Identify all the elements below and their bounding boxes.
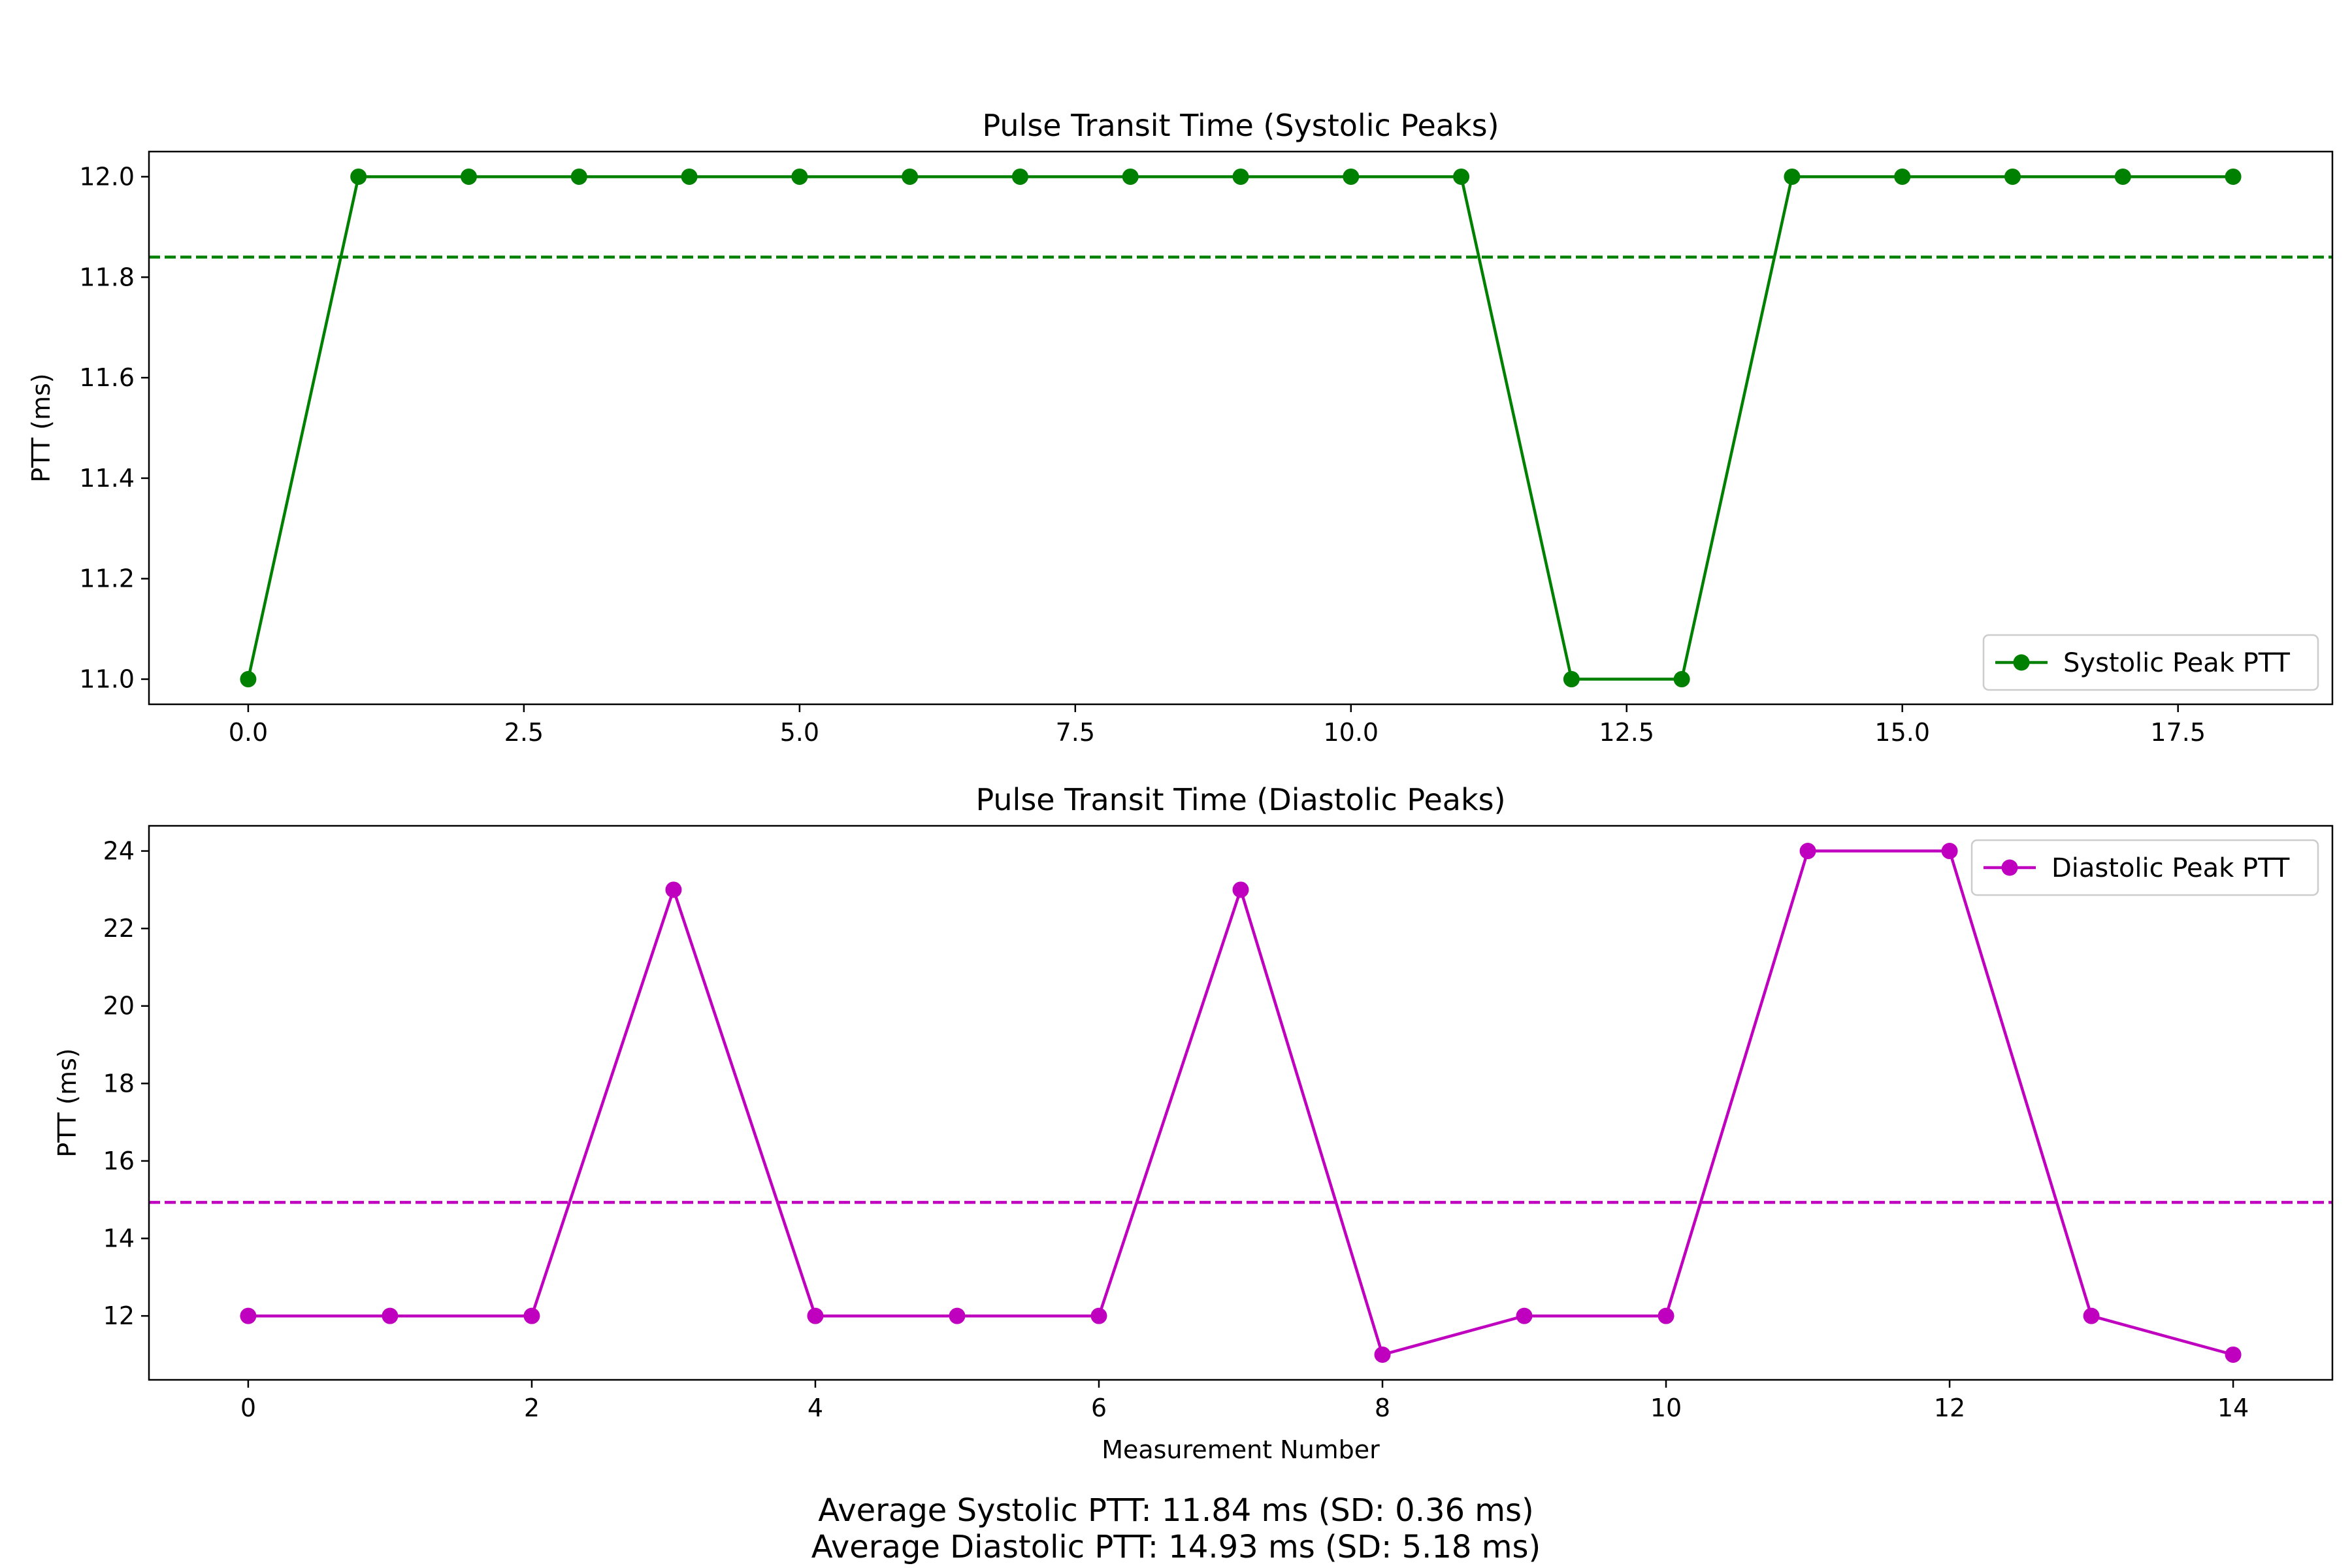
diastolic-x-tick-label: 0 <box>240 1394 256 1422</box>
diastolic-data-point <box>1941 843 1958 860</box>
diastolic-x-tick-label: 8 <box>1375 1394 1390 1422</box>
diastolic-data-point <box>382 1307 399 1324</box>
diastolic-x-tick-label: 14 <box>2217 1394 2249 1422</box>
systolic-x-tick-label: 10.0 <box>1323 718 1379 747</box>
systolic-data-point <box>681 168 698 185</box>
systolic-y-axis-label: PTT (ms) <box>27 373 56 482</box>
systolic-data-point <box>791 168 808 185</box>
diastolic-data-point <box>1516 1307 1533 1324</box>
diastolic-plot-frame <box>148 825 2334 1381</box>
systolic-y-tick-label: 11.4 <box>79 464 135 493</box>
systolic-data-point <box>1784 168 1801 185</box>
diastolic-x-tick-label: 4 <box>808 1394 823 1422</box>
diastolic-data-point <box>949 1307 966 1324</box>
systolic-data-point <box>1011 168 1028 185</box>
diastolic-data-point <box>1658 1307 1674 1324</box>
diastolic-data-point <box>807 1307 824 1324</box>
diastolic-data-point <box>1232 881 1249 898</box>
diastolic-y-tick-label: 20 <box>103 992 135 1021</box>
diastolic-x-tick-label: 12 <box>1934 1394 1965 1422</box>
systolic-plot-frame <box>148 150 2334 706</box>
systolic-y-tick-label: 11.0 <box>79 665 135 694</box>
diastolic-y-tick-label: 12 <box>103 1301 135 1330</box>
diastolic-y-axis-label: PTT (ms) <box>53 1048 82 1157</box>
diastolic-data-point <box>1799 843 1816 860</box>
diastolic-legend-marker <box>2001 859 2018 876</box>
systolic-data-point <box>240 671 257 688</box>
systolic-legend-label: Systolic Peak PTT <box>2063 648 2291 678</box>
diastolic-y-tick-label: 18 <box>103 1069 135 1098</box>
systolic-data-point <box>1122 168 1139 185</box>
systolic-x-tick-label: 0.0 <box>229 718 268 747</box>
systolic-legend-box <box>1982 634 2319 691</box>
systolic-data-point <box>2225 168 2242 185</box>
systolic-data-point <box>2114 168 2131 185</box>
diastolic-data-point <box>1374 1346 1391 1363</box>
diastolic-data-point <box>1090 1307 1107 1324</box>
systolic-y-tick-label: 11.8 <box>79 263 135 291</box>
diastolic-x-axis-label: Measurement Number <box>1102 1435 1380 1464</box>
systolic-data-point <box>1453 168 1470 185</box>
systolic-x-tick-label: 5.0 <box>780 718 819 747</box>
systolic-x-tick-label: 17.5 <box>2150 718 2206 747</box>
diastolic-data-point <box>2083 1307 2100 1324</box>
diastolic-legend-box <box>1970 839 2319 896</box>
diastolic-data-point <box>240 1307 257 1324</box>
systolic-data-point <box>1894 168 1911 185</box>
systolic-data-point <box>2004 168 2021 185</box>
systolic-x-tick-label: 2.5 <box>504 718 544 747</box>
systolic-data-point <box>350 168 367 185</box>
diastolic-data-point <box>2225 1346 2242 1363</box>
diastolic-y-tick-label: 22 <box>103 914 135 943</box>
systolic-x-tick-label: 7.5 <box>1056 718 1095 747</box>
diastolic-y-tick-label: 14 <box>103 1224 135 1253</box>
diastolic-legend-label: Diastolic Peak PTT <box>2051 853 2290 883</box>
systolic-y-tick-label: 12.0 <box>79 162 135 191</box>
systolic-data-point <box>570 168 587 185</box>
diastolic-x-tick-label: 10 <box>1650 1394 1682 1422</box>
systolic-y-tick-label: 11.6 <box>79 363 135 392</box>
diastolic-y-tick-label: 16 <box>103 1147 135 1175</box>
diastolic-x-tick-label: 6 <box>1091 1394 1107 1422</box>
systolic-data-point <box>1563 671 1580 688</box>
systolic-x-tick-label: 12.5 <box>1599 718 1654 747</box>
systolic-data-point <box>1232 168 1249 185</box>
systolic-y-tick-label: 11.2 <box>79 564 135 593</box>
diastolic-x-tick-label: 2 <box>524 1394 540 1422</box>
diastolic-data-point <box>523 1307 540 1324</box>
systolic-data-point <box>902 168 919 185</box>
systolic-data-point <box>1673 671 1690 688</box>
diastolic-data-point <box>665 881 682 898</box>
diastolic-y-tick-label: 24 <box>103 837 135 866</box>
systolic-data-point <box>460 168 477 185</box>
diastolic-chart-title: Pulse Transit Time (Diastolic Peaks) <box>975 782 1505 817</box>
footer-diastolic-summary: Average Diastolic PTT: 14.93 ms (SD: 5.1… <box>811 1529 1541 1565</box>
systolic-data-point <box>1343 168 1360 185</box>
footer-systolic-summary: Average Systolic PTT: 11.84 ms (SD: 0.36… <box>818 1492 1534 1529</box>
systolic-legend-marker <box>2013 654 2030 671</box>
systolic-chart: 0.0 2.5 5.0 7.5 10.0 12.5 15.0 17.5 11.0 11.2 11.4… <box>27 108 2334 747</box>
systolic-x-tick-label: 15.0 <box>1874 718 1930 747</box>
systolic-chart-title: Pulse Transit Time (Systolic Peaks) <box>982 108 1499 143</box>
